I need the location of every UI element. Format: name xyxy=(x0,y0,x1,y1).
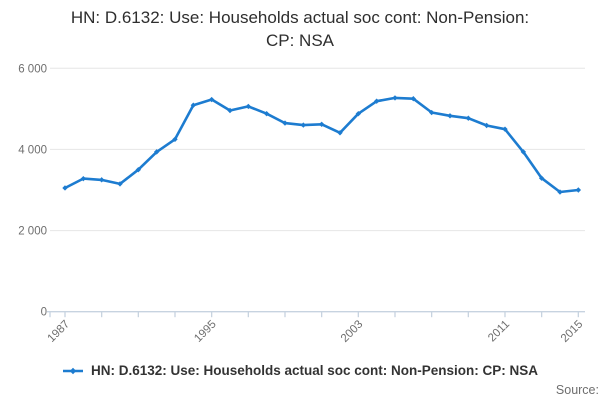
data-point-marker xyxy=(135,167,142,173)
series-line xyxy=(63,96,580,194)
y-axis-label: 6 000 xyxy=(18,63,47,75)
legend-item[interactable]: HN: D.6132: Use: Households actual soc c… xyxy=(62,363,538,378)
data-point-marker xyxy=(80,175,87,182)
data-point-marker xyxy=(318,121,325,127)
data-point-marker xyxy=(465,115,472,121)
data-point-marker xyxy=(263,111,270,117)
y-axis-label: 0 xyxy=(41,307,47,319)
x-axis-label: 2011 xyxy=(486,318,512,344)
data-point-marker xyxy=(282,120,288,126)
legend-series-label: HN: D.6132: Use: Households actual soc c… xyxy=(90,363,539,378)
data-point-marker xyxy=(447,113,453,119)
data-point-marker xyxy=(373,98,380,104)
data-point-marker xyxy=(428,109,435,116)
data-point-marker xyxy=(245,103,252,110)
series-line-marker-icon xyxy=(62,367,83,374)
chart-title-line2: CP: NSA xyxy=(265,31,335,50)
data-point-marker xyxy=(557,189,563,195)
data-point-marker xyxy=(392,95,398,101)
data-point-marker xyxy=(410,96,417,102)
data-point-marker xyxy=(520,149,527,155)
data-point-marker xyxy=(538,175,545,181)
x-axis-label: 1987 xyxy=(46,318,73,345)
x-axis-label: 2015 xyxy=(559,318,586,345)
y-axis-label: 4 000 xyxy=(18,144,47,156)
y-axis-label: 2 000 xyxy=(18,226,47,238)
x-axis-label: 2003 xyxy=(339,318,366,345)
data-point-marker xyxy=(575,187,582,193)
data-point-marker xyxy=(337,130,343,136)
data-point-marker xyxy=(208,96,215,103)
chart-title: HN: D.6132: Use: Households actual soc c… xyxy=(0,6,600,52)
data-point-marker xyxy=(98,177,105,183)
data-point-marker xyxy=(227,107,233,114)
data-point-marker xyxy=(153,149,160,155)
data-point-marker xyxy=(117,181,123,187)
source-label: Source: xyxy=(555,383,599,397)
data-point-marker xyxy=(502,126,508,132)
chart-title-line1: HN: D.6132: Use: Households actual soc c… xyxy=(70,8,530,27)
data-point-marker xyxy=(483,122,490,129)
data-point-marker xyxy=(172,136,178,142)
data-point-marker xyxy=(190,102,197,108)
x-axis-label: 1995 xyxy=(192,318,219,345)
legend-marker xyxy=(69,367,77,374)
data-point-marker xyxy=(62,185,68,191)
legend: HN: D.6132: Use: Households actual soc c… xyxy=(0,363,600,378)
data-point-marker xyxy=(300,122,307,128)
data-point-marker xyxy=(355,111,362,117)
